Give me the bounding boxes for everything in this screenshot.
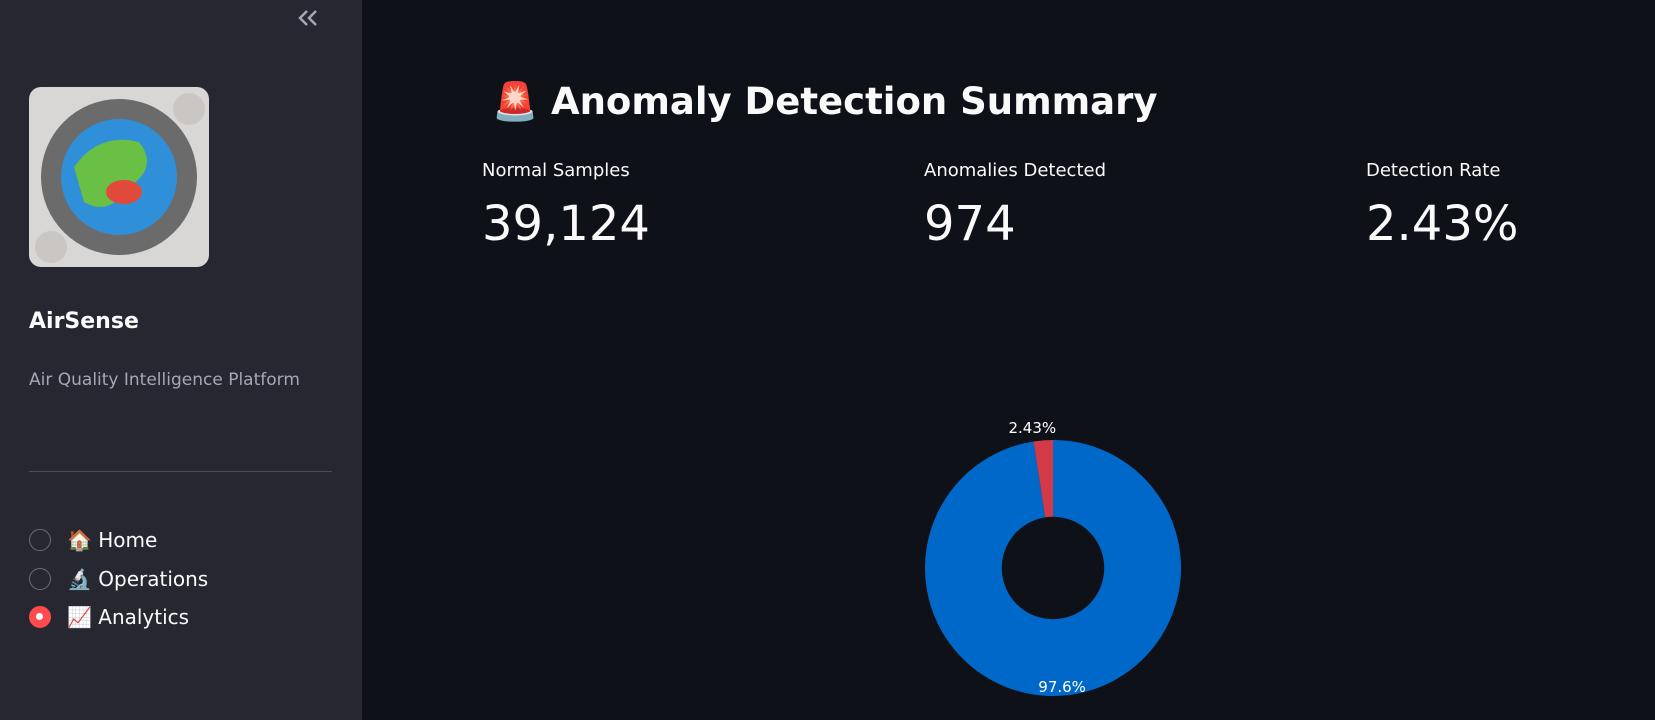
slice-label: 2.43% bbox=[1008, 419, 1056, 437]
slice bbox=[1033, 440, 1053, 518]
metric-label: Normal Samples bbox=[482, 160, 630, 181]
heading: 🚨 Anomaly Detection Summary bbox=[492, 80, 1158, 123]
metric-value: 2.43% bbox=[1366, 196, 1519, 252]
radio[interactable] bbox=[29, 606, 51, 628]
nav-label[interactable]: 🏠 Home bbox=[67, 528, 158, 552]
radio[interactable] bbox=[29, 567, 51, 590]
metric-label: Detection Rate bbox=[1366, 160, 1501, 181]
nav-item[interactable]: 📈 Analytics bbox=[29, 605, 189, 629]
slice bbox=[925, 440, 1182, 697]
nav-item[interactable]: 🏠 Home bbox=[29, 528, 157, 552]
divider bbox=[29, 471, 332, 472]
nav-item[interactable]: 🔬 Operations bbox=[29, 567, 208, 591]
logo bbox=[29, 87, 209, 267]
slice-label: 97.6% bbox=[1038, 678, 1086, 696]
metric-value: 39,124 bbox=[482, 196, 650, 252]
metric-label: Anomalies Detected bbox=[924, 160, 1106, 181]
metric-value: 974 bbox=[924, 196, 1016, 252]
app-title: AirSense bbox=[29, 309, 139, 334]
sidebar: AirSense Air Quality Intelligence Platfo… bbox=[0, 0, 362, 720]
collapse-button[interactable] bbox=[296, 6, 320, 30]
nav-label[interactable]: 🔬 Operations bbox=[67, 566, 209, 591]
nav-label[interactable]: 📈 Analytics bbox=[67, 605, 190, 629]
app-subtitle: Air Quality Intelligence Platform bbox=[29, 370, 300, 390]
radio[interactable] bbox=[29, 529, 51, 551]
